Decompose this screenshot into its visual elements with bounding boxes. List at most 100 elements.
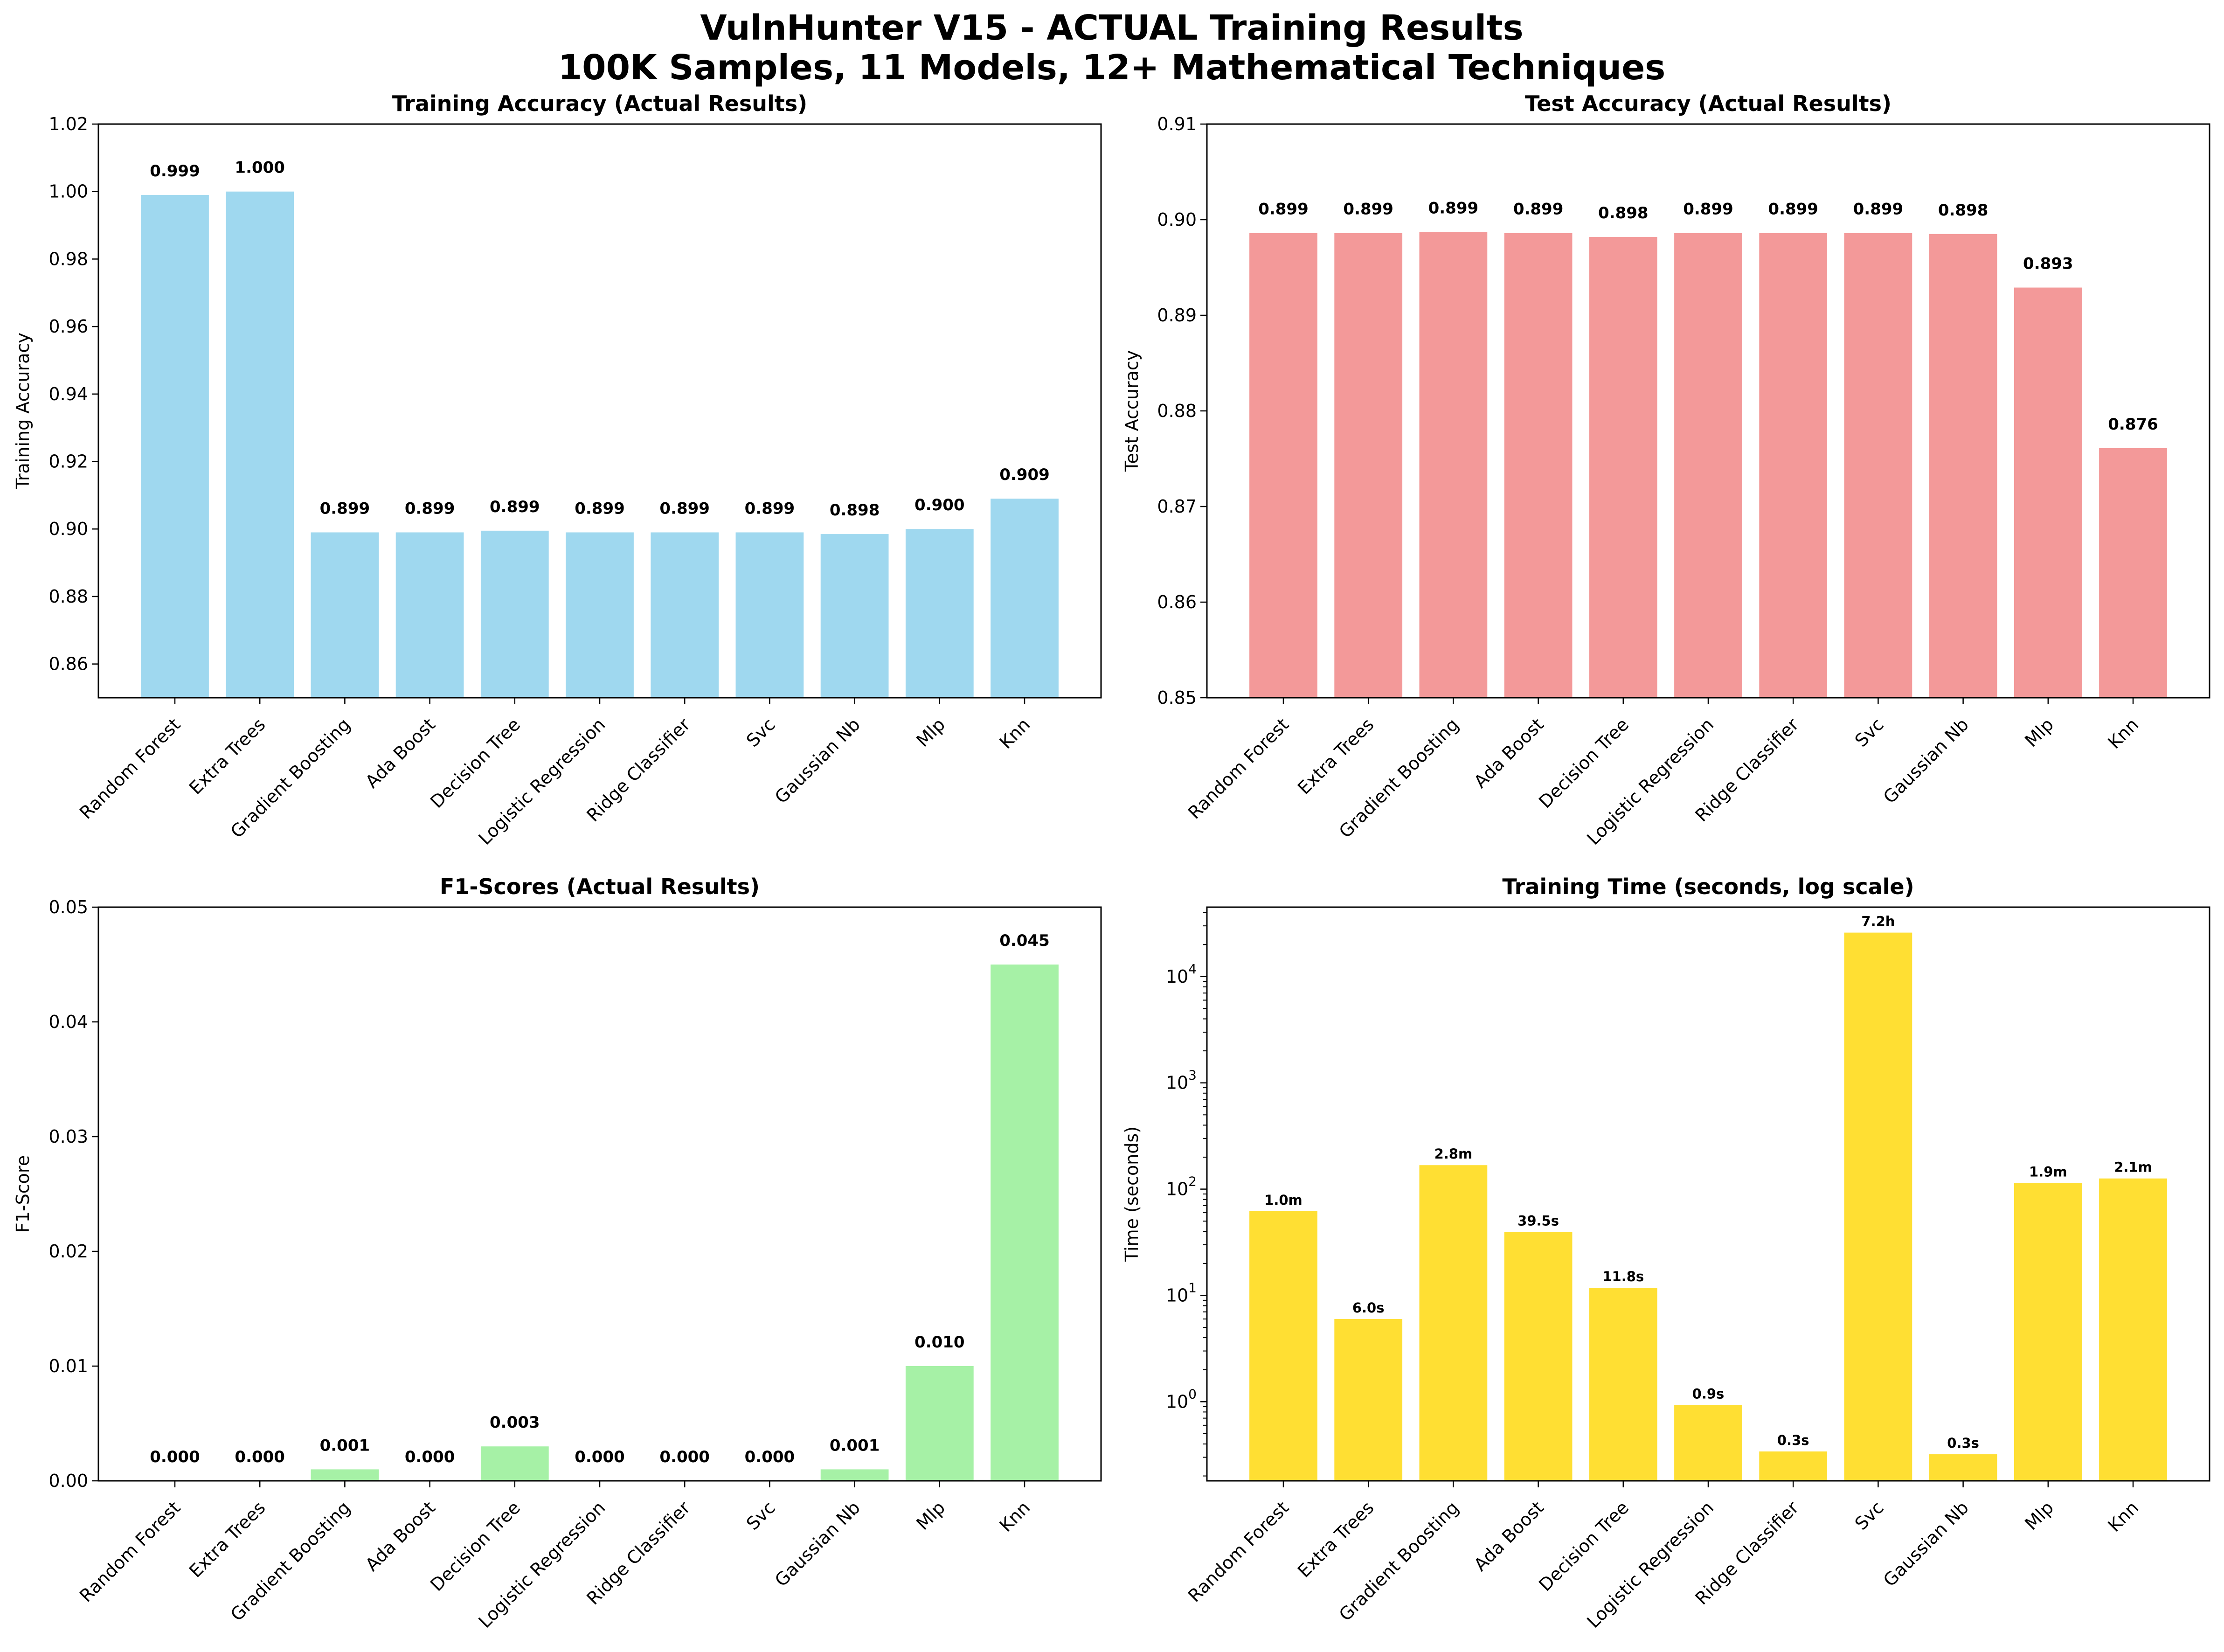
bar-logistic-regression bbox=[1674, 1405, 1742, 1481]
bar-svc bbox=[1844, 932, 1912, 1481]
bar-extra-trees bbox=[1334, 233, 1403, 698]
bar-gaussian-nb bbox=[1929, 1454, 1997, 1481]
y-tick-label: 0.86 bbox=[1157, 592, 1197, 612]
bar-mlp bbox=[905, 529, 974, 698]
bar-decision-tree bbox=[1589, 236, 1657, 698]
bar-gaussian-nb bbox=[1929, 234, 1997, 698]
bars bbox=[311, 965, 1059, 1481]
data-label: 0.000 bbox=[575, 1448, 625, 1466]
data-label: 0.899 bbox=[1513, 200, 1564, 219]
data-label: 0.900 bbox=[915, 496, 965, 514]
y-axis-label: F1-Score bbox=[13, 1155, 33, 1233]
data-label: 0.899 bbox=[1768, 200, 1818, 219]
bar-logistic-regression bbox=[1674, 233, 1742, 698]
bar-gradient-boosting bbox=[1419, 232, 1488, 698]
y-tick-label: 0.89 bbox=[1157, 305, 1197, 326]
bar-ada-boost bbox=[1504, 233, 1573, 698]
panel-title: Training Accuracy (Actual Results) bbox=[392, 91, 807, 116]
y-tick-label: 0.86 bbox=[48, 654, 88, 674]
bars bbox=[1249, 932, 2167, 1481]
data-label: 0.893 bbox=[2023, 255, 2073, 273]
y-tick-label: 1.00 bbox=[48, 181, 88, 202]
panel-training-accuracy: Training Accuracy (Actual Results)0.999R… bbox=[13, 91, 1102, 849]
data-label: 0.045 bbox=[999, 931, 1050, 950]
bar-knn bbox=[2099, 448, 2167, 698]
data-label: 1.9m bbox=[2029, 1164, 2067, 1180]
bar-logistic-regression bbox=[566, 532, 634, 698]
data-label: 0.899 bbox=[745, 499, 795, 518]
y-tick-label: 102 bbox=[1166, 1174, 1197, 1200]
bar-gaussian-nb bbox=[820, 1469, 889, 1481]
bar-mlp bbox=[2014, 287, 2082, 698]
y-tick-label: 0.88 bbox=[48, 586, 88, 607]
bar-knn bbox=[991, 499, 1059, 698]
data-label: 0.899 bbox=[575, 499, 625, 518]
bar-random-forest bbox=[1249, 233, 1317, 698]
data-label: 0.000 bbox=[235, 1448, 285, 1466]
bar-ridge-classifier bbox=[1759, 1451, 1828, 1481]
bar-gaussian-nb bbox=[820, 534, 889, 698]
axes-frame bbox=[97, 123, 1102, 699]
bar-ridge-classifier bbox=[651, 532, 719, 698]
data-label: 0.909 bbox=[999, 465, 1050, 484]
bars bbox=[141, 191, 1059, 698]
data-label: 0.000 bbox=[659, 1448, 710, 1466]
axes-frame bbox=[1206, 906, 2210, 1482]
data-label: 0.899 bbox=[1258, 200, 1309, 219]
axes-frame bbox=[1206, 123, 2210, 699]
y-axis-label: Training Accuracy bbox=[13, 333, 33, 490]
data-label: 0.000 bbox=[150, 1448, 200, 1466]
data-label: 0.010 bbox=[915, 1333, 965, 1352]
bar-decision-tree bbox=[1589, 1288, 1657, 1481]
data-label: 0.001 bbox=[320, 1436, 370, 1455]
data-label: 0.000 bbox=[745, 1448, 795, 1466]
data-label: 0.3s bbox=[1947, 1435, 1979, 1451]
y-tick-label: 0.94 bbox=[48, 384, 88, 404]
y-tick-label: 0.96 bbox=[48, 316, 88, 337]
data-label: 0.001 bbox=[830, 1436, 880, 1455]
data-label: 0.899 bbox=[490, 498, 540, 516]
data-label: 2.8m bbox=[1434, 1146, 1473, 1162]
figure-title-line-1: VulnHunter V15 - ACTUAL Training Results bbox=[700, 8, 1523, 48]
bar-random-forest bbox=[1249, 1211, 1317, 1481]
data-label: 0.899 bbox=[1343, 200, 1393, 219]
y-tick-label: 0.91 bbox=[1157, 114, 1197, 134]
bar-knn bbox=[991, 965, 1059, 1481]
data-label: 0.898 bbox=[830, 501, 880, 520]
data-label: 0.898 bbox=[1598, 204, 1649, 222]
y-tick-label: 0.92 bbox=[48, 451, 88, 472]
data-label: 0.3s bbox=[1777, 1432, 1809, 1448]
bar-ada-boost bbox=[395, 532, 464, 698]
y-tick-label: 0.03 bbox=[48, 1126, 88, 1147]
y-axis-label: Test Accuracy bbox=[1122, 350, 1142, 472]
data-label: 0.003 bbox=[490, 1413, 540, 1432]
y-tick-label: 103 bbox=[1166, 1068, 1197, 1093]
bar-ada-boost bbox=[1504, 1232, 1573, 1481]
y-tick-label: 0.85 bbox=[1157, 687, 1197, 708]
y-tick-label: 1.02 bbox=[48, 114, 88, 134]
data-label: 0.899 bbox=[1683, 200, 1733, 219]
data-label: 0.9s bbox=[1692, 1386, 1725, 1402]
bar-mlp bbox=[905, 1366, 974, 1481]
data-label: 39.5s bbox=[1517, 1213, 1559, 1229]
bar-gradient-boosting bbox=[311, 532, 379, 698]
bar-decision-tree bbox=[480, 530, 549, 698]
y-tick-label: 0.00 bbox=[48, 1471, 88, 1491]
data-label: 0.899 bbox=[1428, 199, 1479, 218]
panel-title: Training Time (seconds, log scale) bbox=[1502, 874, 1914, 899]
bars bbox=[1249, 232, 2167, 698]
bar-decision-tree bbox=[480, 1446, 549, 1481]
bar-gradient-boosting bbox=[1419, 1165, 1488, 1481]
data-label: 0.899 bbox=[1853, 200, 1904, 219]
y-tick-label: 104 bbox=[1166, 961, 1197, 987]
bar-gradient-boosting bbox=[311, 1469, 379, 1481]
figure-title-line-2: 100K Samples, 11 Models, 12+ Mathematica… bbox=[558, 48, 1666, 88]
data-label: 0.898 bbox=[1938, 201, 1988, 220]
y-tick-label: 0.90 bbox=[48, 519, 88, 539]
y-axis-label: Time (seconds) bbox=[1122, 1126, 1142, 1262]
data-label: 1.0m bbox=[1264, 1192, 1303, 1208]
data-label: 0.899 bbox=[320, 499, 370, 518]
y-tick-label: 0.02 bbox=[48, 1241, 88, 1262]
y-tick-label: 0.88 bbox=[1157, 401, 1197, 421]
